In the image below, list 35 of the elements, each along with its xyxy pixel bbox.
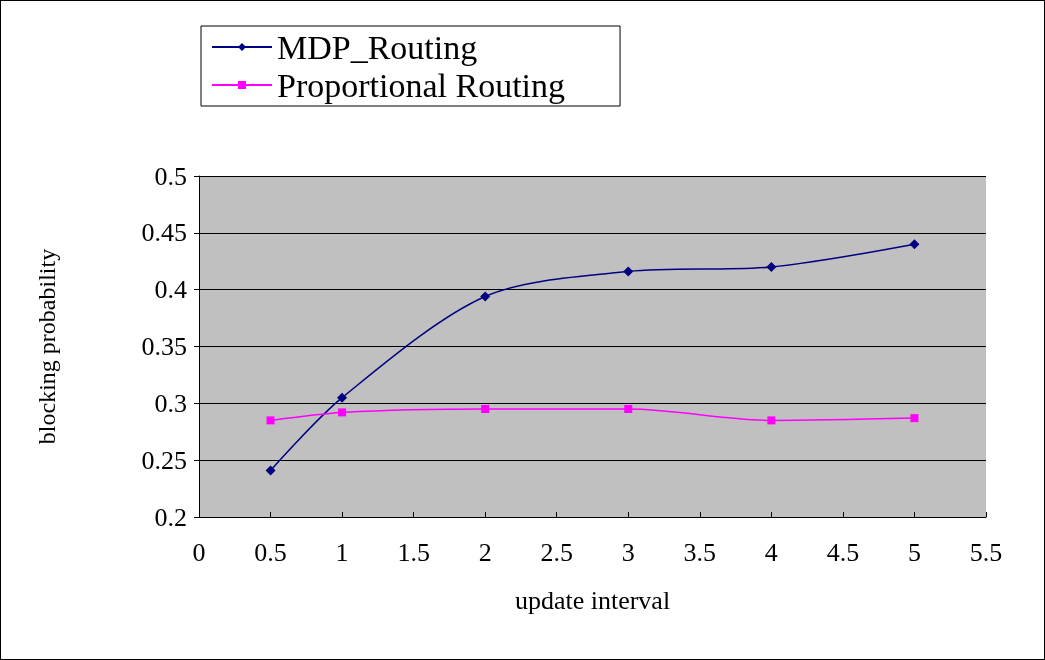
point	[624, 405, 633, 414]
y-tick-label: 0.45	[141, 218, 187, 248]
x-tick-label: 3.5	[683, 537, 717, 567]
y-tick-label: 0.35	[141, 332, 187, 361]
point	[338, 408, 347, 417]
x-axis-title: update interval	[514, 585, 671, 615]
x-tick-label: 2.5	[540, 537, 573, 567]
point	[481, 405, 490, 414]
x-tick-label: 0.5	[254, 537, 287, 567]
point	[766, 261, 777, 272]
x-tick-label: 0	[192, 537, 206, 567]
x-tick-label: 4.5	[826, 537, 860, 567]
point	[909, 239, 920, 250]
legend-label: MDP_Routing	[277, 28, 478, 66]
point	[623, 266, 634, 277]
x-tick-label: 5	[907, 537, 921, 567]
point	[480, 291, 491, 302]
x-tick-label: 1	[335, 537, 349, 567]
point	[266, 416, 275, 425]
point	[767, 416, 776, 425]
point	[265, 465, 276, 476]
y-axis-title: blocking probability	[34, 248, 60, 445]
point	[337, 392, 348, 403]
y-tick-label: 0.4	[154, 275, 187, 305]
x-tick-label: 2	[478, 537, 492, 567]
x-tick-label: 4	[764, 537, 778, 567]
legend-label: Proportional Routing	[277, 66, 566, 104]
x-tick-label: 3	[621, 537, 635, 567]
y-tick-label: 0.25	[141, 445, 187, 475]
x-tick-label: 5.5	[969, 537, 1003, 567]
point	[910, 414, 919, 423]
y-tick-label: 0.3	[154, 388, 187, 418]
y-tick-label: 0.5	[154, 161, 187, 191]
x-tick-label: 1.5	[397, 537, 430, 567]
y-tick-label: 0.2	[154, 502, 187, 532]
